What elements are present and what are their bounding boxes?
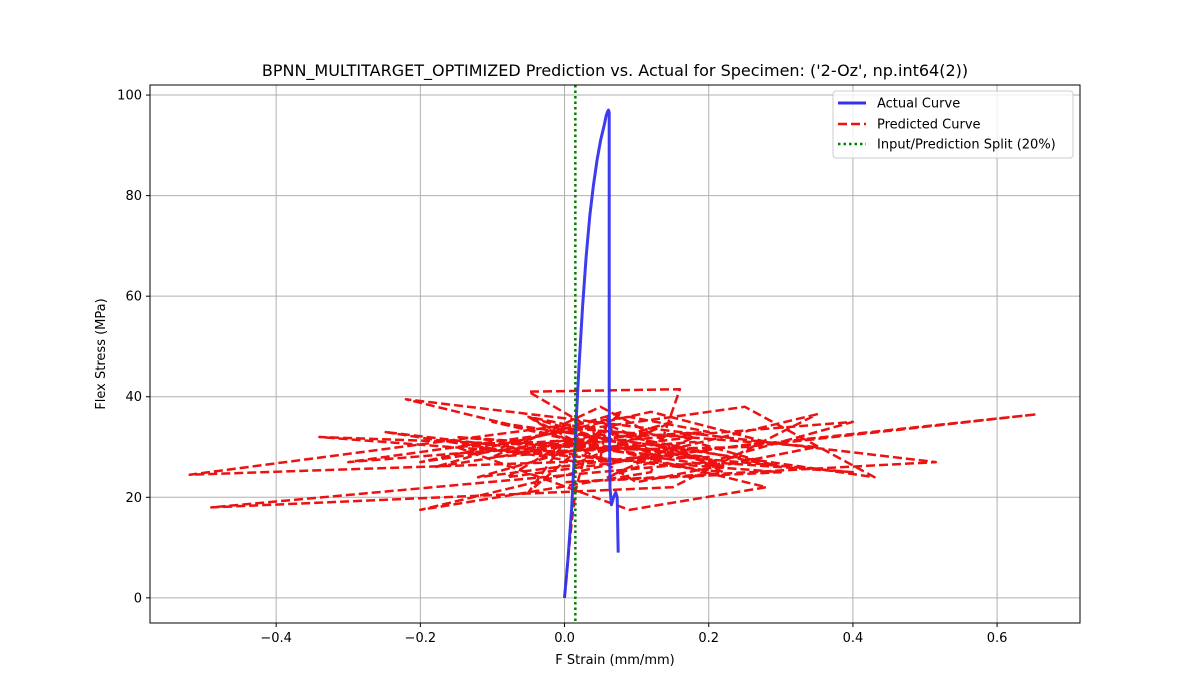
- y-tick-label: 80: [125, 189, 142, 204]
- legend-label-actual: Actual Curve: [877, 97, 960, 112]
- grid-lines: [150, 85, 1080, 623]
- chart-title: BPNN_MULTITARGET_OPTIMIZED Prediction vs…: [262, 61, 968, 81]
- y-tick-label: 60: [125, 290, 142, 305]
- x-tick-label: 0.0: [554, 631, 575, 646]
- y-tick-label: 0: [134, 591, 142, 606]
- x-tick-label: 0.2: [698, 631, 719, 646]
- x-axis-ticks: −0.4 −0.2 0.0 0.2 0.4 0.6: [260, 623, 1007, 646]
- series-line-predicted: [188, 387, 1038, 599]
- y-tick-label: 40: [125, 390, 142, 405]
- y-axis-ticks: 0 20 40 60 80 100: [117, 89, 150, 606]
- plot-area: [188, 85, 1038, 623]
- axes-frame: [149, 84, 1081, 624]
- y-tick-label: 100: [117, 89, 142, 104]
- legend-box: [832, 90, 1074, 159]
- x-axis-label: F Strain (mm/mm): [555, 653, 674, 668]
- y-tick-label: 20: [125, 491, 142, 506]
- legend-label-predicted: Predicted Curve: [877, 118, 981, 133]
- series-line-actual: [563, 108, 620, 599]
- x-tick-label: −0.4: [260, 631, 292, 646]
- x-tick-label: −0.2: [405, 631, 437, 646]
- legend-label-split: Input/Prediction Split (20%): [877, 138, 1056, 153]
- x-tick-label: 0.6: [987, 631, 1008, 646]
- x-tick-label: 0.4: [843, 631, 864, 646]
- y-axis-label: Flex Stress (MPa): [94, 298, 109, 409]
- legend: Actual Curve Predicted Curve Input/Predi…: [832, 90, 1074, 159]
